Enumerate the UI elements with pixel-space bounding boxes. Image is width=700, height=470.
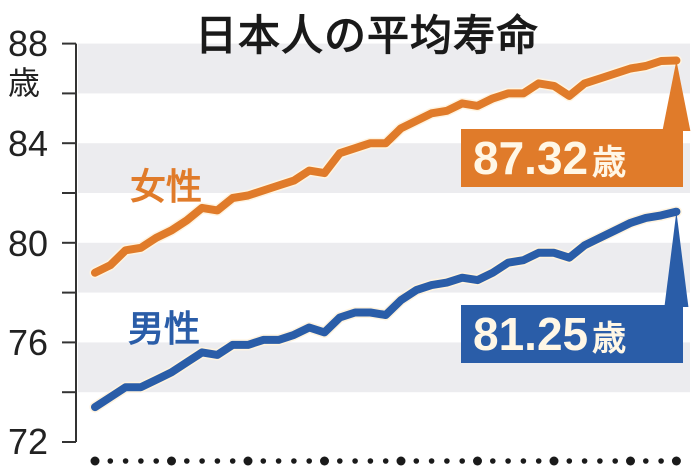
y-tick-88: 88 (8, 23, 49, 64)
female-series-label: 女性 (130, 167, 203, 208)
female-value-callout: 87.32 歳 (463, 131, 636, 190)
data-lines (89, 55, 682, 413)
x-axis-year-dots (90, 456, 681, 466)
male-value-unit: 歳 (592, 320, 627, 358)
male-value-callout: 81.25 歳 (463, 307, 636, 366)
male-series-label: 男性 (128, 309, 201, 350)
callout-pointers (461, 60, 691, 363)
male-value: 81.25 (473, 308, 589, 360)
y-unit-label: 歳 (8, 64, 41, 102)
y-tick-72: 72 (8, 421, 49, 462)
y-tick-84: 84 (8, 123, 49, 164)
y-tick-80: 80 (8, 223, 49, 264)
chart-title: 日本人の平均寿命 (195, 11, 540, 60)
y-axis (62, 42, 77, 443)
female-value-unit: 歳 (592, 144, 627, 182)
female-value: 87.32 (473, 132, 589, 184)
y-tick-76: 76 (8, 322, 49, 363)
